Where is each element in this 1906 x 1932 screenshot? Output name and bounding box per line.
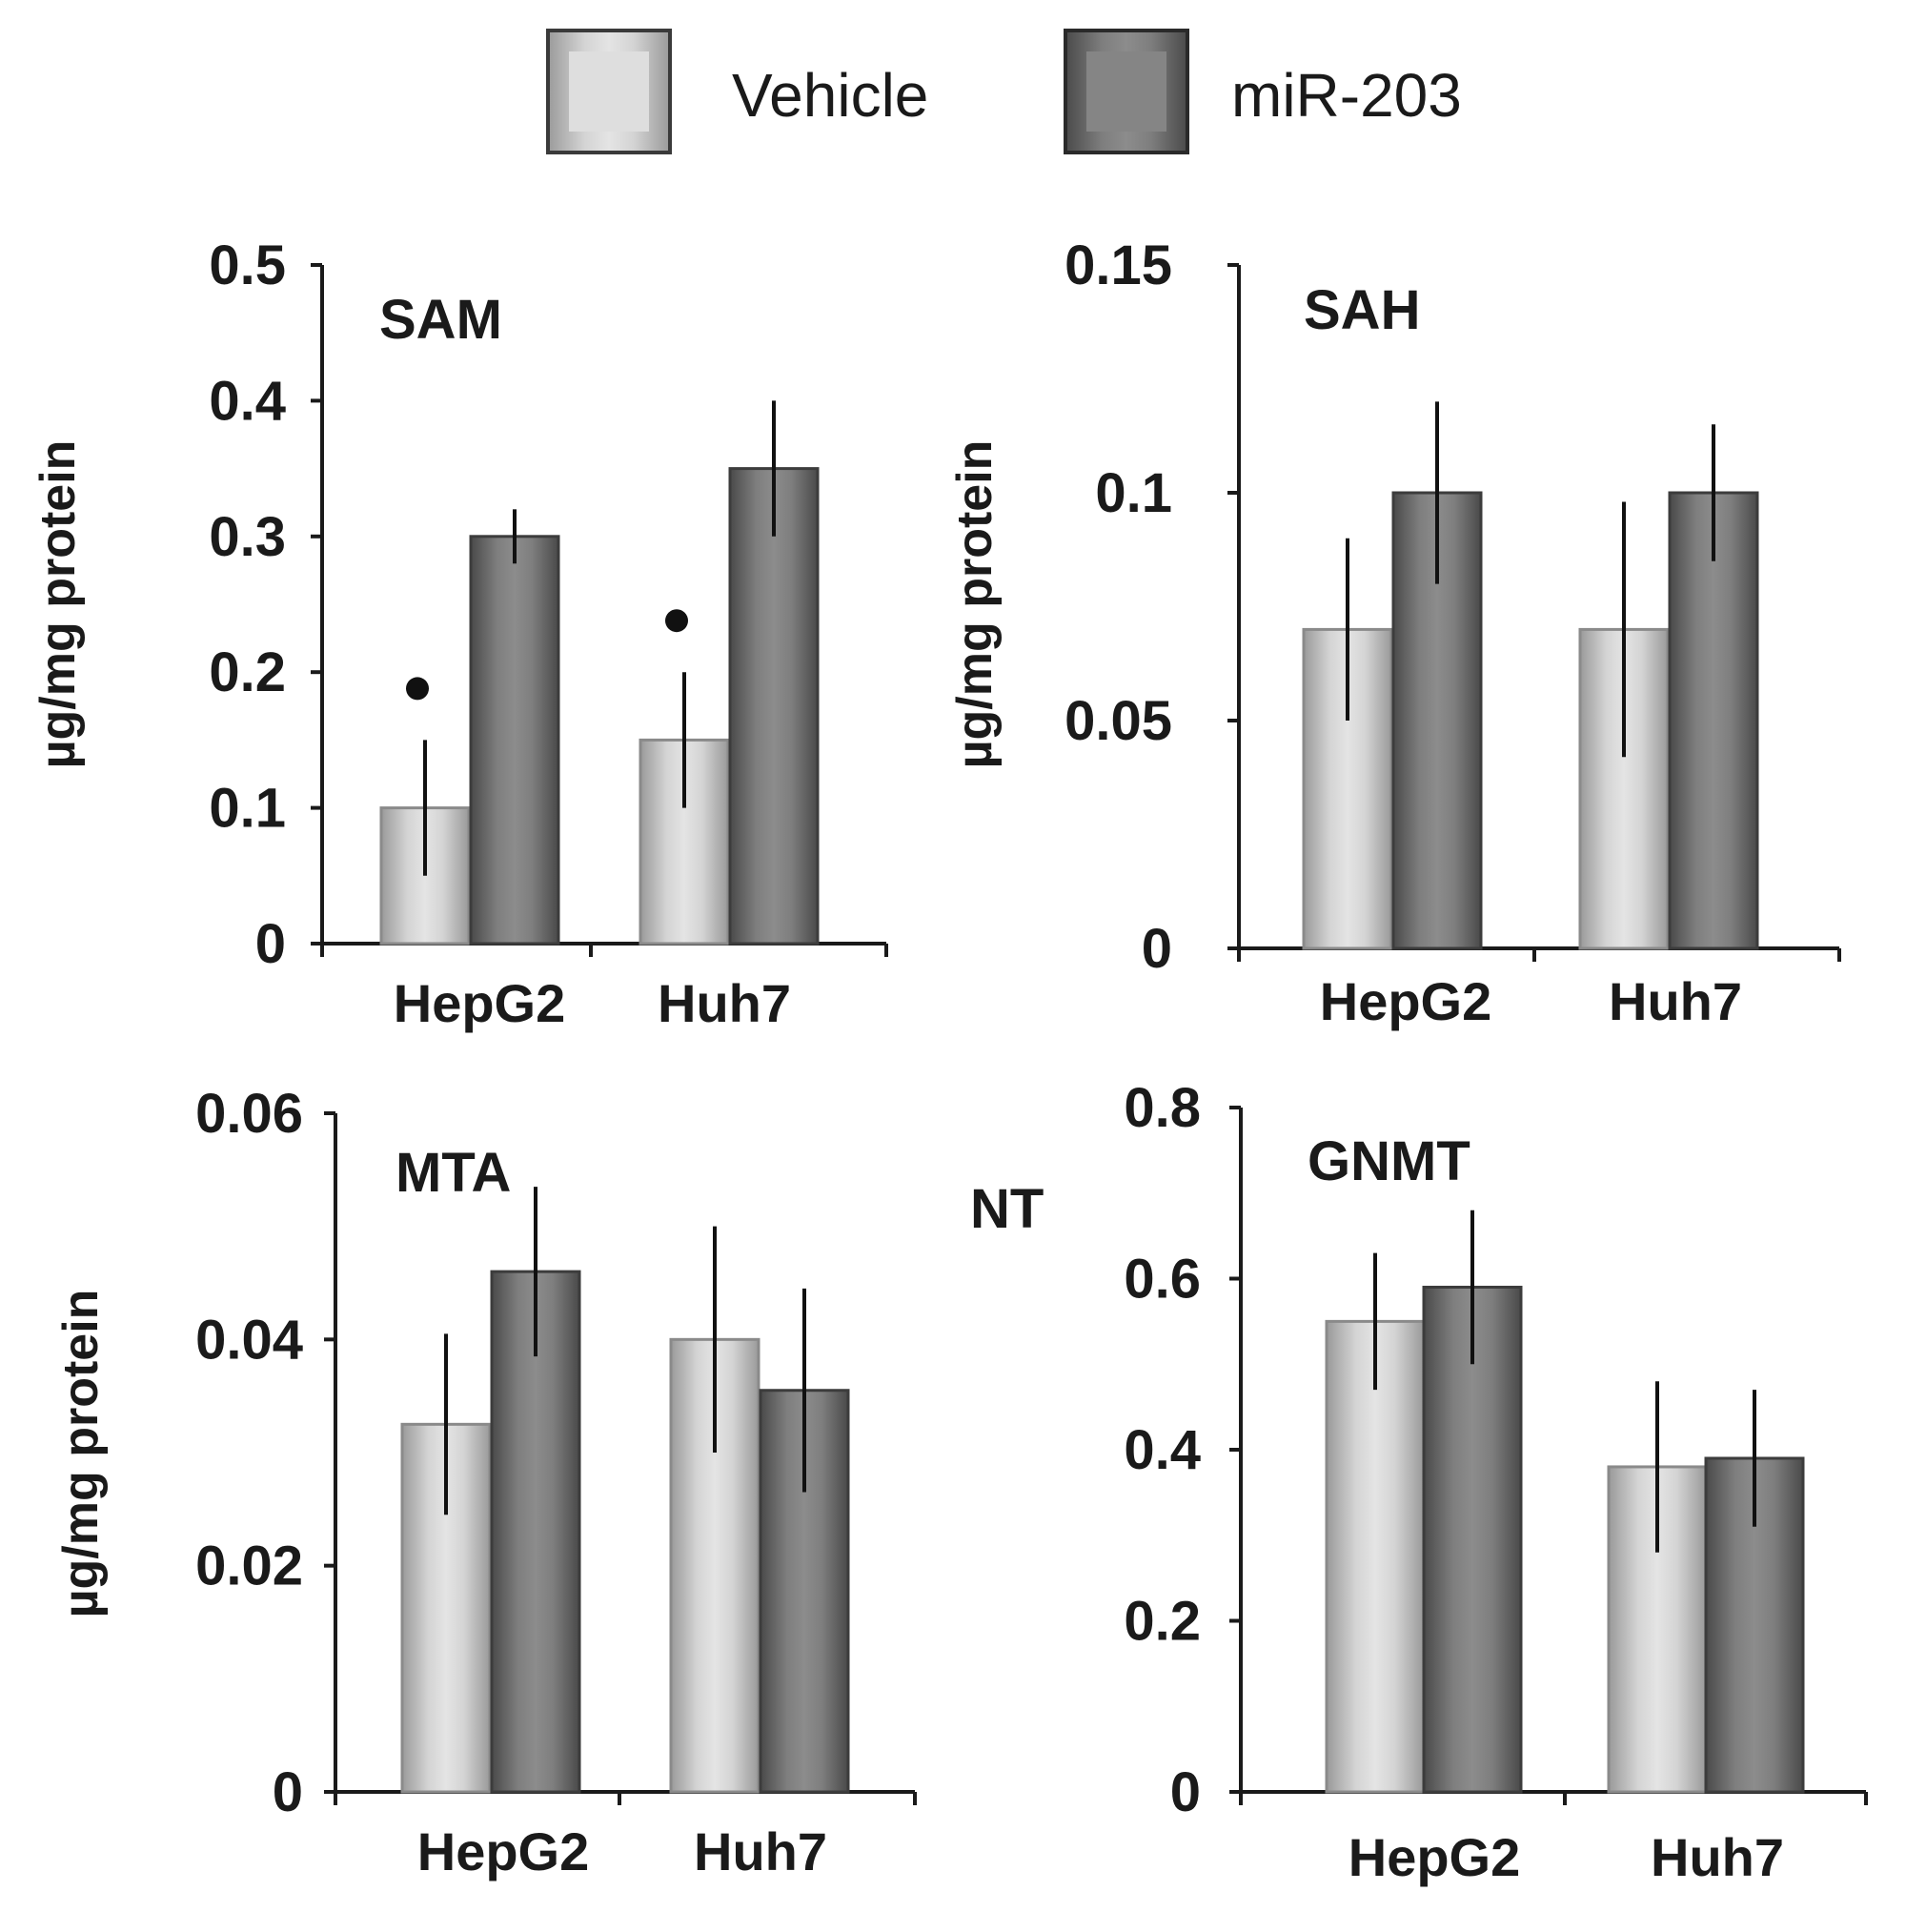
- panel-title: SAM: [379, 289, 502, 351]
- bar: [1391, 491, 1483, 950]
- y-tick-label: 0: [1142, 918, 1172, 980]
- bar: [469, 535, 560, 946]
- y-tick-label: 0.1: [209, 778, 286, 840]
- y-tick-label: 0.02: [195, 1535, 303, 1597]
- panel-title: MTA: [395, 1142, 511, 1204]
- y-axis-label: NT: [970, 1178, 1044, 1240]
- bar: [1668, 491, 1759, 950]
- y-tick-label: 0.04: [195, 1309, 303, 1371]
- y-tick-label: 0.6: [1124, 1249, 1201, 1311]
- legend: Vehicle miR-203: [546, 29, 1462, 154]
- legend-item-vehicle: Vehicle: [546, 29, 928, 154]
- y-tick-label: 0.3: [209, 506, 286, 568]
- y-tick-label: 0.15: [1065, 234, 1172, 296]
- panel-mta: 0 0.02 0.04 0.06 HepG2 Huh7 MTA µg/mg protein: [53, 1083, 917, 1881]
- x-category-label: Huh7: [1651, 1827, 1784, 1887]
- y-tick-label: 0.2: [209, 641, 286, 703]
- y-tick-label: 0: [255, 913, 286, 975]
- x-category-label: HepG2: [417, 1821, 590, 1881]
- y-tick-label: 0.05: [1065, 690, 1172, 752]
- panel-gnmt: 0 0.2 0.4 0.6 0.8 HepG2 Huh7 GNMT NT: [970, 1077, 1868, 1887]
- panel-title: GNMT: [1308, 1130, 1470, 1192]
- y-tick-label: 0.06: [195, 1083, 303, 1145]
- y-tick-label: 0.4: [209, 370, 286, 432]
- legend-label-vehicle: Vehicle: [732, 61, 928, 130]
- x-category-label: Huh7: [658, 973, 791, 1033]
- y-tick-label: 0: [1170, 1761, 1201, 1823]
- y-tick-label: 0.5: [209, 234, 286, 296]
- y-tick-label: 0.2: [1124, 1591, 1201, 1653]
- y-tick-label: 0.1: [1095, 462, 1172, 524]
- bar: [728, 467, 820, 946]
- y-tick-label: 0: [273, 1761, 303, 1823]
- legend-label-mir203: miR-203: [1231, 61, 1462, 130]
- x-category-label: Huh7: [1609, 971, 1742, 1031]
- bar: [1422, 1285, 1523, 1794]
- panel-sah: 0 0.05 0.1 0.15 HepG2 Huh7 SAH µg/mg protein: [947, 234, 1841, 1031]
- x-category-label: HepG2: [394, 973, 566, 1033]
- significance-marker: [665, 609, 688, 633]
- y-axis-label: µg/mg protein: [53, 1290, 109, 1618]
- significance-marker: [406, 677, 429, 701]
- y-tick-label: 0.8: [1124, 1077, 1201, 1139]
- legend-swatch-mir203-inner: [1086, 51, 1166, 132]
- legend-item-mir203: miR-203: [1064, 29, 1462, 154]
- bar: [490, 1270, 581, 1794]
- panel-title: SAH: [1304, 279, 1420, 341]
- bar: [1325, 1319, 1426, 1794]
- x-category-label: HepG2: [1348, 1827, 1521, 1887]
- x-category-label: Huh7: [694, 1821, 827, 1881]
- y-axis-label: µg/mg protein: [947, 440, 1003, 769]
- legend-swatch-vehicle-inner: [569, 51, 649, 132]
- y-axis-label: µg/mg protein: [30, 440, 86, 769]
- panel-sam: 0 0.1 0.2 0.3 0.4 0.5 HepG2 Huh7 SAM µg/mg protei…: [30, 234, 888, 1033]
- x-category-label: HepG2: [1320, 971, 1492, 1031]
- y-tick-label: 0.4: [1124, 1419, 1201, 1481]
